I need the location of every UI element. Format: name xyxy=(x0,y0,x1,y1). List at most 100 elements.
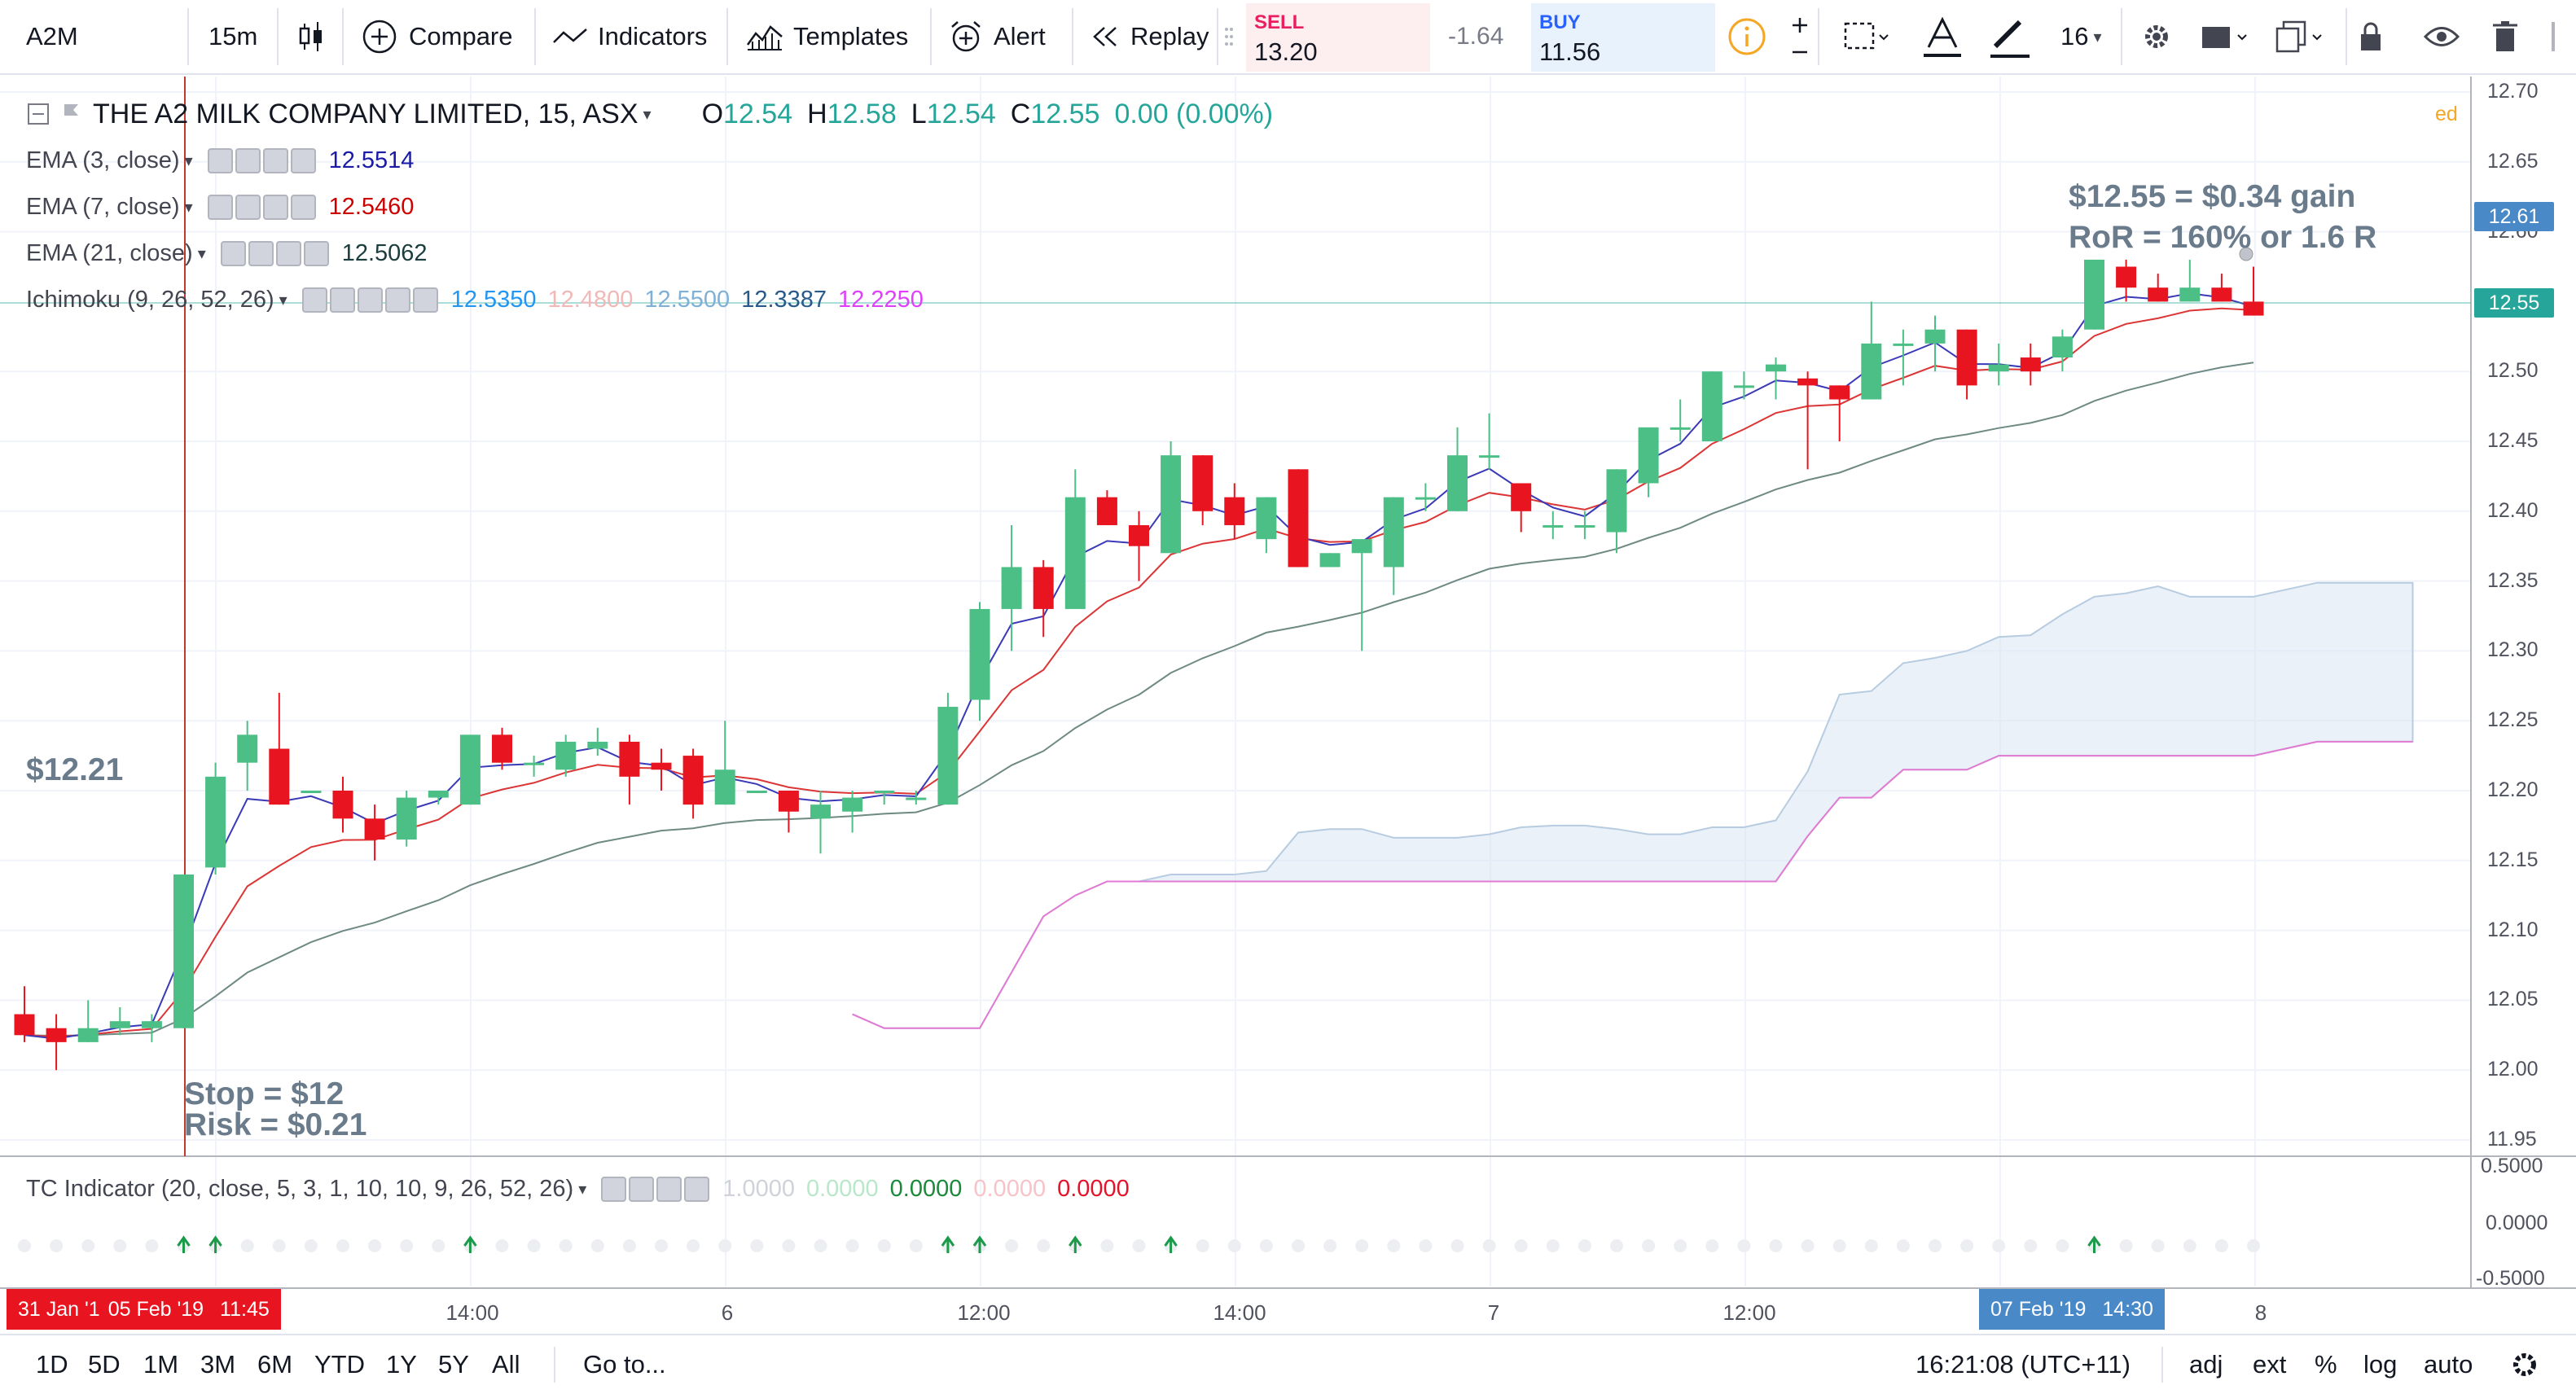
time-label: 14:00 xyxy=(1213,1300,1266,1325)
close-icon xyxy=(290,147,316,173)
replay-button[interactable]: Replay xyxy=(1091,0,1209,73)
candle-body xyxy=(524,762,545,765)
gear-icon[interactable] xyxy=(2508,1335,2541,1394)
clock-display[interactable]: 16:21:08 (UTC+11) xyxy=(1916,1350,2131,1379)
tc-dot xyxy=(145,1239,159,1252)
ohlc-change: 0.00 (0.00%) xyxy=(1114,98,1274,129)
collapse-icon[interactable] xyxy=(26,102,50,126)
ichimoku-base-value: 12.4800 xyxy=(547,286,634,313)
symbol-title[interactable]: THE A2 MILK COMPANY LIMITED, 15, ASX xyxy=(93,98,639,129)
zoom-toggle-icon[interactable] xyxy=(1790,0,1810,73)
chevron-down-icon[interactable]: ▾ xyxy=(578,1180,587,1199)
legend-tc-indicator[interactable]: TC Indicator (20, close, 5, 3, 1, 10, 10… xyxy=(26,1173,1141,1205)
candle-body xyxy=(2148,287,2169,302)
indicator-controls[interactable] xyxy=(207,194,316,220)
templates-button[interactable]: Templates xyxy=(746,0,908,73)
chevron-down-icon[interactable]: ▾ xyxy=(184,198,193,217)
flag-icon[interactable] xyxy=(62,102,81,126)
gain-annotation[interactable]: $12.55 = $0.34 gain xyxy=(2069,179,2356,214)
adj-toggle[interactable]: adj xyxy=(2189,1350,2223,1379)
chevron-down-icon[interactable]: ▾ xyxy=(184,151,193,170)
price-chart[interactable] xyxy=(0,77,2576,1334)
candle-body xyxy=(301,791,322,793)
compare-button[interactable]: Compare xyxy=(362,0,513,73)
range-all[interactable]: All xyxy=(492,1350,520,1379)
legend-ichimoku[interactable]: Ichimoku (9, 26, 52, 26) ▾ 12.5350 12.480… xyxy=(26,283,935,316)
candle-body xyxy=(1861,343,1882,400)
vertical-more-icon[interactable] xyxy=(2549,0,2557,73)
tc-up-arrow xyxy=(972,1235,987,1253)
time-label: 8 xyxy=(2254,1300,2267,1325)
legend-ema-3[interactable]: EMA (3, close) ▾ 12.5514 xyxy=(26,144,425,177)
candle-body xyxy=(109,1021,130,1028)
chevron-down-icon[interactable]: ▾ xyxy=(279,291,287,309)
chevron-down-icon[interactable]: ▾ xyxy=(643,105,652,124)
log-toggle[interactable]: log xyxy=(2363,1350,2398,1379)
ror-annotation[interactable]: RoR = 160% or 1.6 R xyxy=(2069,220,2377,255)
gear-icon xyxy=(329,287,355,313)
indicators-button[interactable]: Indicators xyxy=(552,0,707,73)
code-icon xyxy=(357,287,383,313)
range-1y[interactable]: 1Y xyxy=(386,1350,417,1379)
indicator-controls[interactable] xyxy=(207,147,316,173)
candle-body xyxy=(459,734,481,805)
price-tick-label: 12.25 xyxy=(2487,708,2539,732)
tc-value-2: 0.0000 xyxy=(805,1175,879,1202)
indicator-controls[interactable] xyxy=(601,1176,710,1202)
font-size-selector[interactable]: 16 ▾ xyxy=(2060,0,2102,73)
range-5y[interactable]: 5Y xyxy=(438,1350,469,1379)
indicator-value: 12.5514 xyxy=(328,147,415,173)
range-3m[interactable]: 3M xyxy=(200,1350,236,1379)
tc-dot xyxy=(2151,1239,2165,1252)
auto-toggle[interactable]: auto xyxy=(2424,1350,2473,1379)
fill-tool-icon[interactable] xyxy=(2199,0,2254,73)
candle-body xyxy=(1224,497,1245,525)
text-tool-icon[interactable] xyxy=(1920,0,1964,73)
entry-price-annotation[interactable]: $12.21 xyxy=(26,752,124,787)
candle-body xyxy=(682,756,704,805)
chevron-down-icon[interactable]: ▾ xyxy=(197,244,206,263)
lock-icon[interactable] xyxy=(2357,0,2385,73)
price-tick-label: 12.50 xyxy=(2487,359,2539,383)
candles-icon[interactable] xyxy=(296,0,326,73)
interval-selector[interactable]: 15m xyxy=(208,0,257,73)
sell-price: 13.20 xyxy=(1254,37,1318,66)
candle-body xyxy=(1670,427,1691,430)
selection-tool-icon[interactable] xyxy=(1842,0,1893,73)
range-6m[interactable]: 6M xyxy=(257,1350,293,1379)
sell-button[interactable]: SELL 13.20 xyxy=(1246,3,1430,72)
info-icon[interactable] xyxy=(1727,0,1767,73)
price-tick-label: 12.10 xyxy=(2487,918,2539,941)
clone-tool-icon[interactable] xyxy=(2274,0,2329,73)
symbol-search[interactable]: A2M xyxy=(26,0,78,73)
range-ytd[interactable]: YTD xyxy=(314,1350,365,1379)
legend-ema-7[interactable]: EMA (7, close) ▾ 12.5460 xyxy=(26,191,425,223)
brush-tool-icon[interactable] xyxy=(1987,0,2033,73)
gear-icon[interactable] xyxy=(2140,0,2173,73)
range-1d[interactable]: 1D xyxy=(36,1350,68,1379)
candle xyxy=(2084,259,2104,330)
range-1m[interactable]: 1M xyxy=(143,1350,179,1379)
risk-annotation[interactable]: Risk = $0.21 xyxy=(184,1107,367,1142)
goto-button[interactable]: Go to... xyxy=(583,1350,666,1379)
candle-body xyxy=(1033,567,1054,609)
buy-button[interactable]: BUY 11.56 xyxy=(1531,3,1715,72)
candle xyxy=(1192,455,1213,525)
alert-label: Alert xyxy=(994,22,1046,50)
drag-handle-icon[interactable] xyxy=(1223,0,1235,73)
candle xyxy=(1351,539,1372,651)
indicator-name: Ichimoku (9, 26, 52, 26) xyxy=(26,286,274,313)
eye-icon[interactable] xyxy=(2424,0,2460,73)
indicator-controls[interactable] xyxy=(301,287,438,313)
range-5d[interactable]: 5D xyxy=(88,1350,121,1379)
candle xyxy=(842,791,863,833)
indicator-controls[interactable] xyxy=(220,240,329,266)
percent-toggle[interactable]: % xyxy=(2315,1350,2337,1379)
trash-icon[interactable] xyxy=(2490,0,2520,73)
candle xyxy=(1606,469,1627,554)
stop-annotation[interactable]: Stop = $12 xyxy=(184,1076,344,1111)
candle-body xyxy=(555,741,577,770)
alert-button[interactable]: Alert xyxy=(948,0,1046,73)
legend-ema-21[interactable]: EMA (21, close) ▾ 12.5062 xyxy=(26,237,439,270)
ext-toggle[interactable]: ext xyxy=(2253,1350,2287,1379)
